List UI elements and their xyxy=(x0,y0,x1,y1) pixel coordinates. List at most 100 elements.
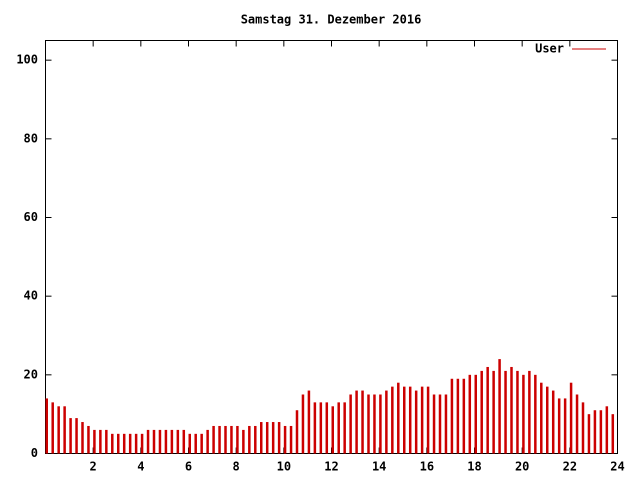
impulse xyxy=(111,433,114,454)
impulse xyxy=(480,370,483,454)
y-tick-label: 40 xyxy=(24,289,38,303)
impulse xyxy=(307,390,311,454)
impulse xyxy=(575,394,579,454)
impulse xyxy=(182,429,186,454)
impulse xyxy=(331,406,334,454)
x-tick-label: 4 xyxy=(137,460,144,474)
impulse xyxy=(379,394,382,454)
y-tick-label: 80 xyxy=(24,131,38,145)
impulse xyxy=(289,425,293,454)
y-tick-label: 20 xyxy=(24,367,38,381)
impulse xyxy=(325,402,329,454)
impulse xyxy=(81,422,84,454)
impulse xyxy=(546,386,549,454)
x-tick-label: 2 xyxy=(90,460,97,474)
x-tick-label: 16 xyxy=(420,460,434,474)
impulse xyxy=(200,433,203,454)
y-tick-label: 0 xyxy=(31,446,38,460)
x-tick-label: 10 xyxy=(277,460,291,474)
impulse xyxy=(236,425,239,454)
y-tick-label: 60 xyxy=(24,210,38,224)
impulse xyxy=(528,370,531,454)
chart-title: Samstag 31. Dezember 2016 xyxy=(241,13,422,27)
impulse xyxy=(230,425,233,454)
impulse xyxy=(587,414,591,454)
impulse xyxy=(534,374,537,454)
x-tick-label: 8 xyxy=(233,460,240,474)
impulse xyxy=(361,390,364,454)
impulse xyxy=(456,378,460,454)
impulse xyxy=(611,414,615,454)
impulse xyxy=(492,370,495,454)
impulse xyxy=(516,370,519,454)
impulse xyxy=(194,433,197,454)
impulse xyxy=(498,359,501,454)
impulse xyxy=(349,394,352,454)
impulse xyxy=(176,429,180,454)
impulse xyxy=(301,394,305,454)
impulse xyxy=(557,398,561,454)
y-tick-label: 100 xyxy=(16,53,38,67)
impulse xyxy=(367,394,370,454)
impulse xyxy=(128,433,132,454)
impulse xyxy=(295,410,299,454)
x-tick-label: 12 xyxy=(324,460,338,474)
impulse xyxy=(420,386,424,454)
impulse xyxy=(540,382,543,454)
impulse xyxy=(605,406,609,454)
impulse xyxy=(283,425,287,454)
impulse xyxy=(87,425,90,454)
impulse xyxy=(218,425,221,454)
impulse xyxy=(569,382,573,454)
impulse xyxy=(170,429,174,454)
x-tick-label: 22 xyxy=(563,460,577,474)
x-tick-label: 24 xyxy=(610,460,624,474)
impulse xyxy=(260,422,263,454)
x-tick-label: 18 xyxy=(467,460,481,474)
impulse xyxy=(563,398,567,454)
x-tick-label: 6 xyxy=(185,460,192,474)
impulse xyxy=(51,402,54,454)
impulse xyxy=(146,429,150,454)
legend-label: User xyxy=(535,42,564,56)
impulse xyxy=(426,386,430,454)
impulse xyxy=(134,433,138,454)
impulse xyxy=(408,386,412,454)
impulse xyxy=(265,422,269,454)
impulse xyxy=(450,378,454,454)
impulse xyxy=(248,425,251,454)
impulse xyxy=(75,418,78,454)
impulse xyxy=(438,394,442,454)
impulse xyxy=(122,433,126,454)
impulse xyxy=(242,429,245,454)
impulse xyxy=(355,390,358,454)
impulse xyxy=(432,394,436,454)
impulse xyxy=(468,374,472,454)
impulse xyxy=(581,402,585,454)
impulse xyxy=(212,425,215,454)
impulse xyxy=(504,370,507,454)
impulse xyxy=(486,366,489,454)
impulse xyxy=(551,390,555,454)
impulse xyxy=(57,406,60,454)
impulse xyxy=(224,425,227,454)
impulse xyxy=(385,390,388,454)
impulse xyxy=(254,425,257,454)
impulse xyxy=(277,422,281,454)
impulse xyxy=(403,386,406,454)
impulse xyxy=(414,390,418,454)
impulse xyxy=(593,410,597,454)
impulse xyxy=(188,433,191,454)
impulse xyxy=(105,429,108,454)
impulse xyxy=(93,429,96,454)
impulse xyxy=(45,398,48,454)
impulse xyxy=(271,422,275,454)
impulse xyxy=(164,429,168,454)
impulse xyxy=(69,418,72,454)
impulse xyxy=(397,382,400,454)
impulse xyxy=(444,394,448,454)
x-tick-label: 20 xyxy=(515,460,529,474)
impulse xyxy=(99,429,102,454)
impulse xyxy=(522,374,525,454)
